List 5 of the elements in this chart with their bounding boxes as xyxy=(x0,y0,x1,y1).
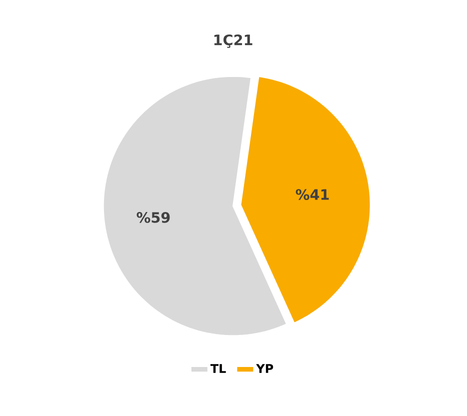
chart-title: 1Ç21 xyxy=(214,34,252,48)
legend-label: YP xyxy=(256,364,274,373)
data-label: %59 xyxy=(136,212,170,223)
data-label: %41 xyxy=(296,189,329,200)
legend-label: TL xyxy=(210,364,226,373)
